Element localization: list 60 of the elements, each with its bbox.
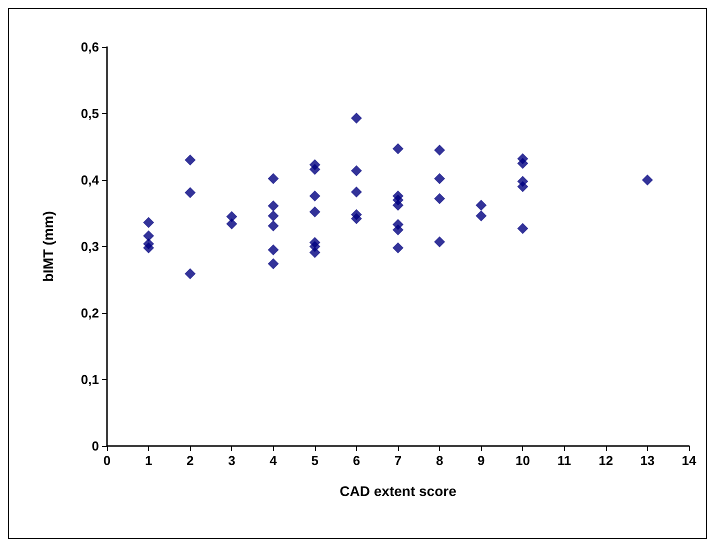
point: [309, 246, 320, 258]
point: [517, 158, 528, 169]
y-tick-label: 0,5: [80, 106, 99, 121]
point: [268, 244, 279, 256]
point: [642, 174, 653, 186]
point: [184, 187, 196, 198]
point: [517, 181, 528, 192]
point: [268, 220, 279, 232]
y-axis-title: bIMT (mm): [40, 211, 56, 282]
point: [434, 173, 446, 184]
point: [143, 217, 154, 228]
x-tick-label: 0: [103, 453, 111, 468]
point: [350, 165, 362, 176]
point: [434, 193, 446, 204]
x-tick-label: 13: [640, 453, 655, 468]
x-tick-label: 11: [557, 453, 572, 468]
point: [143, 242, 154, 254]
y-tick-label: 0: [92, 438, 99, 454]
point: [143, 230, 154, 242]
y-tick-label: 0,6: [80, 40, 99, 54]
x-tick-label: 1: [144, 453, 152, 468]
x-tick-label: 10: [515, 453, 530, 468]
point: [476, 210, 487, 222]
point: [350, 213, 362, 224]
x-tick-label: 12: [598, 453, 614, 468]
point: [476, 200, 487, 211]
x-tick-label: 7: [394, 453, 402, 468]
point: [392, 242, 404, 254]
point: [268, 200, 279, 212]
point: [268, 210, 279, 222]
y-tick-label: 0,1: [80, 372, 99, 387]
y-tick-label: 0,3: [80, 239, 99, 254]
point: [309, 206, 320, 218]
x-tick-label: 4: [270, 453, 278, 468]
point: [309, 190, 320, 202]
point: [350, 186, 362, 198]
point: [268, 258, 279, 270]
point: [184, 154, 196, 166]
point: [434, 236, 446, 248]
x-tick-label: 3: [228, 453, 236, 468]
x-tick-label: 2: [186, 453, 194, 468]
point: [392, 224, 404, 236]
point: [268, 173, 279, 184]
x-tick-label: 6: [352, 453, 360, 468]
x-tick-label: 5: [311, 453, 318, 468]
x-axis-title: CAD extent score: [340, 483, 457, 499]
y-tick-label: 0,2: [80, 306, 99, 320]
x-tick-label: 9: [478, 453, 485, 468]
point: [517, 223, 528, 234]
x-tick-label: 14: [682, 453, 697, 468]
point: [184, 268, 196, 280]
point: [309, 164, 320, 175]
point: [226, 218, 238, 230]
point: [226, 211, 238, 222]
y-tick-label: 0,4: [80, 172, 100, 188]
point: [392, 143, 404, 154]
point: [434, 144, 446, 156]
point: [392, 200, 404, 211]
point: [350, 112, 362, 124]
x-tick-label: 8: [436, 453, 444, 468]
